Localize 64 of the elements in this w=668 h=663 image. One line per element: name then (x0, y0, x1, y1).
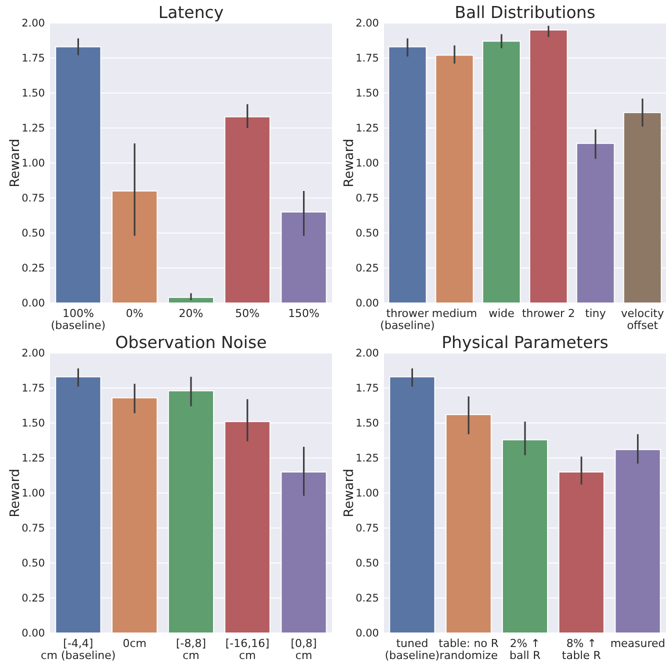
chart-title: Ball Distributions (454, 3, 596, 22)
y-tick-label: 2.00 (356, 348, 379, 360)
y-tick-label: 0.75 (356, 192, 379, 205)
y-tick-label: 1.50 (356, 418, 379, 430)
y-tick-label: 1.00 (356, 488, 379, 500)
chart-title: Observation Noise (115, 333, 267, 352)
y-tick-label: 1.25 (22, 452, 45, 465)
y-tick-label: 0.25 (22, 262, 45, 275)
x-tick-label: [-8,8] cm (176, 637, 206, 662)
chart-title: Physical Parameters (442, 333, 608, 352)
y-tick-label: 0.50 (356, 228, 379, 240)
y-tick-label: 1.25 (22, 122, 45, 135)
x-tick-label: medium (432, 307, 478, 320)
y-tick-label: 2.00 (22, 18, 45, 30)
y-tick-label: 0.50 (356, 558, 379, 570)
x-tick-label: tuned (baseline) (384, 637, 440, 662)
x-tick-label: 0% (126, 307, 144, 320)
chart-title: Latency (158, 3, 224, 22)
y-tick-label: 1.50 (22, 88, 45, 100)
y-tick-label: 0.25 (22, 592, 45, 605)
x-tick-label: [-16,16] cm (225, 637, 270, 662)
x-tick-label: [-4,4] cm (baseline) (40, 637, 116, 662)
y-tick-label: 2.00 (356, 18, 379, 30)
y-tick-label: 0.75 (356, 522, 379, 535)
x-tick-label: 20% (178, 307, 204, 320)
y-tick-label: 1.75 (22, 52, 45, 65)
y-tick-label: 1.00 (356, 158, 379, 170)
y-tick-label: 1.75 (22, 382, 45, 395)
y-tick-label: 0.75 (22, 192, 45, 205)
x-tick-label: 8% ↑ table R (562, 637, 602, 662)
y-tick-label: 1.50 (356, 88, 379, 100)
y-tick-label: 0.25 (356, 592, 379, 605)
y-tick-label: 0.00 (356, 298, 379, 310)
x-tick-label: 100% (baseline) (50, 307, 106, 332)
y-tick-label: 1.25 (356, 452, 379, 465)
y-tick-label: 0.75 (22, 522, 45, 535)
y-tick-label: 1.00 (22, 488, 45, 500)
y-tick-label: 0.50 (22, 558, 45, 570)
x-tick-label: velocity offset (621, 307, 664, 332)
y-tick-label: 1.75 (356, 52, 379, 65)
x-tick-label: [0,8] cm (290, 637, 317, 662)
x-tick-label: measured (610, 637, 666, 650)
x-tick-label: 0cm (122, 637, 146, 650)
y-tick-label: 0.25 (356, 262, 379, 275)
y-axis-title: Reward (342, 468, 357, 518)
x-tick-label: wide (488, 307, 515, 320)
y-tick-label: 0.00 (22, 298, 45, 310)
y-tick-label: 0.00 (356, 628, 379, 640)
x-tick-label: thrower 2 (522, 307, 576, 320)
x-tick-label: table: no R randomize (438, 637, 499, 662)
y-tick-label: 2.00 (22, 348, 45, 360)
y-axis-title: Reward (8, 468, 23, 518)
y-axis-title: Reward (8, 138, 23, 188)
x-tick-label: 2% ↑ ball R (510, 637, 541, 662)
x-tick-label: 150% (288, 307, 320, 320)
y-axis-title: Reward (342, 138, 357, 188)
x-tick-label: 50% (235, 307, 260, 320)
y-tick-label: 0.00 (22, 628, 45, 640)
y-tick-label: 1.50 (22, 418, 45, 430)
y-tick-label: 1.75 (356, 382, 379, 395)
y-tick-label: 1.25 (356, 122, 379, 135)
x-tick-label: tiny (585, 307, 606, 320)
y-tick-label: 0.50 (22, 228, 45, 240)
y-tick-label: 1.00 (22, 158, 45, 170)
